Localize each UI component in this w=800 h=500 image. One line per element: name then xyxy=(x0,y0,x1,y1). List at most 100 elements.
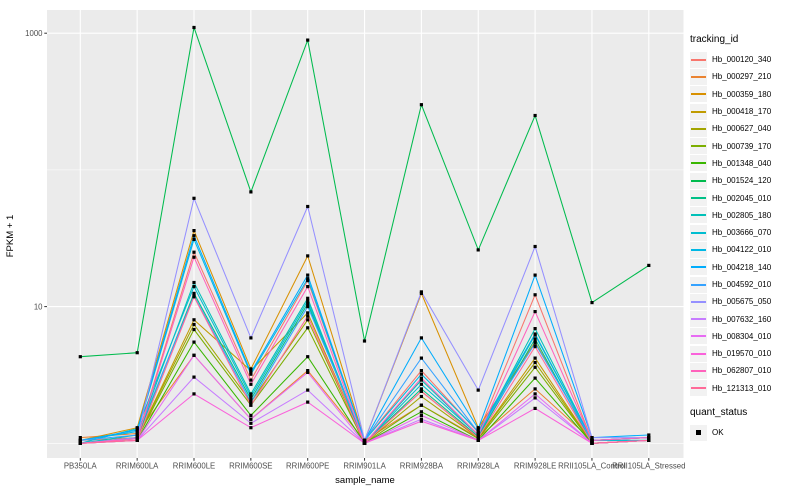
x-tick-label: RRII105LA_Control xyxy=(558,462,626,471)
series-color-swatch xyxy=(691,162,706,165)
series-color-swatch xyxy=(691,197,706,200)
data-point xyxy=(362,441,367,445)
data-point xyxy=(590,441,594,445)
data-point xyxy=(533,113,537,118)
x-tick-label: RRIM928BA xyxy=(400,462,444,471)
x-tick-label: RRIM600LE xyxy=(173,462,215,471)
legend-item: Hb_000120_340 xyxy=(690,51,800,68)
data-point xyxy=(306,204,310,209)
data-point xyxy=(647,436,651,440)
data-point xyxy=(192,234,196,238)
data-point xyxy=(192,229,196,233)
legend-item-label: Hb_000739_170 xyxy=(712,141,772,151)
x-tick-label: RRIM928LA xyxy=(457,462,500,471)
data-point xyxy=(78,436,82,440)
panel-background xyxy=(47,10,684,458)
legend-title-quant-status: quant_status xyxy=(690,406,748,418)
data-point xyxy=(249,400,253,404)
data-point xyxy=(419,103,423,107)
data-point xyxy=(306,355,310,359)
legend-item-label: Hb_004592_010 xyxy=(712,280,772,289)
data-point xyxy=(476,427,480,431)
data-point xyxy=(647,438,651,442)
legend-key-line-icon xyxy=(690,362,707,379)
legend-item: Hb_004218_140 xyxy=(690,259,800,276)
data-point xyxy=(306,277,310,281)
data-point xyxy=(306,254,310,258)
data-point xyxy=(192,250,196,254)
data-point xyxy=(78,438,82,442)
data-point xyxy=(249,417,253,421)
series-color-swatch xyxy=(691,335,706,338)
x-tick-label: RRIM600PE xyxy=(286,462,329,471)
data-point xyxy=(192,237,196,241)
data-point xyxy=(419,376,423,380)
data-point xyxy=(419,403,423,407)
legend-item-label: Hb_000627_040 xyxy=(712,124,772,134)
data-point xyxy=(362,339,367,343)
legend-item: Hb_003666_070 xyxy=(690,224,800,241)
series-color-swatch xyxy=(691,318,706,321)
legend-key-line-icon xyxy=(690,190,707,207)
legend-item: Hb_062807_010 xyxy=(690,362,800,379)
legend-item-label: Hb_002045_010 xyxy=(712,193,772,203)
legend-item: Hb_000359_180 xyxy=(690,86,800,103)
data-point xyxy=(647,263,651,267)
legend-item: Hb_000297_210 xyxy=(690,68,800,85)
legend-item-label: Hb_001524_120 xyxy=(712,176,772,186)
data-point xyxy=(419,378,423,382)
data-point xyxy=(306,273,310,277)
y-tick-label: 1000 xyxy=(25,29,43,38)
legend-key-line-icon xyxy=(690,328,707,345)
legend-item-label: Hb_000297_210 xyxy=(712,72,772,82)
data-point xyxy=(533,345,537,349)
legend-item-label: Hb_000120_340 xyxy=(712,55,772,65)
series-color-swatch xyxy=(691,145,706,148)
data-point xyxy=(192,340,196,344)
data-point xyxy=(135,433,139,437)
y-tick-label: 10 xyxy=(34,302,43,311)
data-point xyxy=(249,421,253,425)
legend-item: Hb_002805_180 xyxy=(690,207,800,224)
legend-item-quant: OK xyxy=(690,424,800,441)
legend-item-label: Hb_121313_010 xyxy=(712,383,772,393)
data-point xyxy=(590,436,594,440)
legend-item-label: OK xyxy=(712,428,724,438)
data-point xyxy=(533,332,537,336)
data-point xyxy=(306,299,310,303)
data-point xyxy=(533,273,537,277)
data-point xyxy=(249,367,253,371)
series-color-swatch xyxy=(691,75,706,78)
data-point xyxy=(135,438,139,442)
series-color-swatch xyxy=(691,231,706,234)
x-tick-label: RRIM928LE xyxy=(514,462,556,471)
data-point xyxy=(419,417,423,421)
legend-key-line-icon xyxy=(690,207,707,224)
x-tick-label: RRIM901LA xyxy=(343,462,386,471)
data-point xyxy=(419,336,423,340)
data-point xyxy=(476,433,480,437)
data-point xyxy=(249,370,253,374)
data-point xyxy=(249,190,253,194)
legend-key-line-icon xyxy=(690,120,707,137)
data-point xyxy=(249,397,253,401)
data-point xyxy=(192,25,196,30)
series-color-swatch xyxy=(691,248,706,251)
data-point xyxy=(306,305,310,309)
data-point xyxy=(476,388,480,392)
legend-item-label: Hb_003666_070 xyxy=(712,228,772,238)
legend-item-label: Hb_000359_180 xyxy=(712,89,772,99)
data-point xyxy=(249,372,253,376)
series-color-swatch xyxy=(691,93,706,96)
data-point xyxy=(306,279,310,283)
legend-item: Hb_008304_010 xyxy=(690,328,800,345)
legend-item-label: Hb_002805_180 xyxy=(712,210,772,220)
series-color-swatch xyxy=(691,266,706,269)
data-point xyxy=(306,302,310,306)
data-point xyxy=(476,430,480,435)
data-point xyxy=(419,387,423,391)
data-point xyxy=(306,388,310,392)
data-point xyxy=(78,355,82,359)
y-axis-title: FPKM + 1 xyxy=(5,215,16,258)
data-point xyxy=(419,369,423,373)
